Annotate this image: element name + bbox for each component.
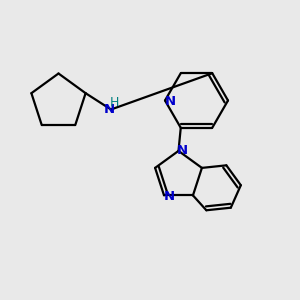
Text: N: N — [177, 143, 188, 157]
Text: N: N — [165, 94, 176, 108]
Text: N: N — [164, 190, 175, 203]
Text: H: H — [110, 95, 119, 109]
Text: N: N — [104, 103, 115, 116]
